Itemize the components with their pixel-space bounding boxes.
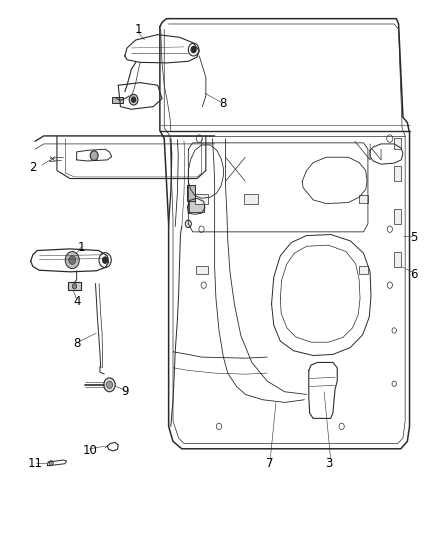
Circle shape bbox=[104, 378, 115, 392]
Bar bbox=[112, 97, 123, 103]
Bar bbox=[359, 266, 368, 274]
Circle shape bbox=[185, 220, 191, 228]
Text: 7: 7 bbox=[265, 457, 273, 470]
Text: 4: 4 bbox=[73, 295, 81, 308]
Bar bbox=[394, 209, 401, 224]
Bar bbox=[394, 252, 401, 266]
Circle shape bbox=[106, 381, 113, 389]
Text: 1: 1 bbox=[134, 23, 142, 36]
Text: 6: 6 bbox=[410, 268, 418, 281]
Circle shape bbox=[69, 256, 76, 264]
Bar bbox=[187, 185, 195, 201]
Circle shape bbox=[102, 257, 108, 263]
Bar bbox=[189, 200, 204, 212]
Circle shape bbox=[65, 252, 79, 269]
Circle shape bbox=[90, 151, 98, 160]
Text: 9: 9 bbox=[121, 385, 129, 398]
Text: 11: 11 bbox=[28, 457, 42, 470]
Text: 2: 2 bbox=[29, 161, 37, 174]
Bar bbox=[195, 194, 208, 204]
Bar bbox=[68, 282, 81, 290]
Text: 8: 8 bbox=[220, 98, 227, 110]
Bar bbox=[196, 266, 208, 274]
Text: 8: 8 bbox=[73, 337, 80, 350]
Text: 5: 5 bbox=[410, 231, 417, 244]
Bar bbox=[244, 194, 258, 204]
Bar bbox=[394, 138, 401, 149]
Circle shape bbox=[49, 461, 53, 466]
Circle shape bbox=[129, 94, 138, 105]
Circle shape bbox=[131, 97, 136, 102]
Bar bbox=[359, 195, 368, 203]
Circle shape bbox=[72, 284, 77, 289]
Text: 10: 10 bbox=[82, 444, 97, 457]
Circle shape bbox=[191, 46, 196, 53]
Text: 1: 1 bbox=[77, 241, 85, 254]
Text: 3: 3 bbox=[325, 457, 332, 470]
Bar bbox=[394, 166, 401, 181]
